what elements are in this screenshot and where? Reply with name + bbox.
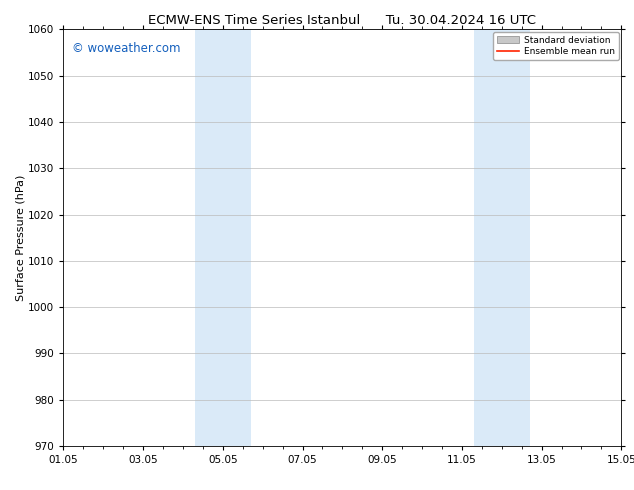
Bar (195, 29, 250, 446)
Title: ECMW-ENS Time Series Istanbul      Tu. 30.04.2024 16 UTC: ECMW-ENS Time Series Istanbul Tu. 30.04.… (148, 14, 536, 27)
Legend: Standard deviation, Ensemble mean run: Standard deviation, Ensemble mean run (493, 32, 619, 60)
Bar (474, 29, 529, 446)
Y-axis label: Surface Pressure (hPa): Surface Pressure (hPa) (15, 174, 25, 301)
Text: © woweather.com: © woweather.com (72, 42, 180, 55)
